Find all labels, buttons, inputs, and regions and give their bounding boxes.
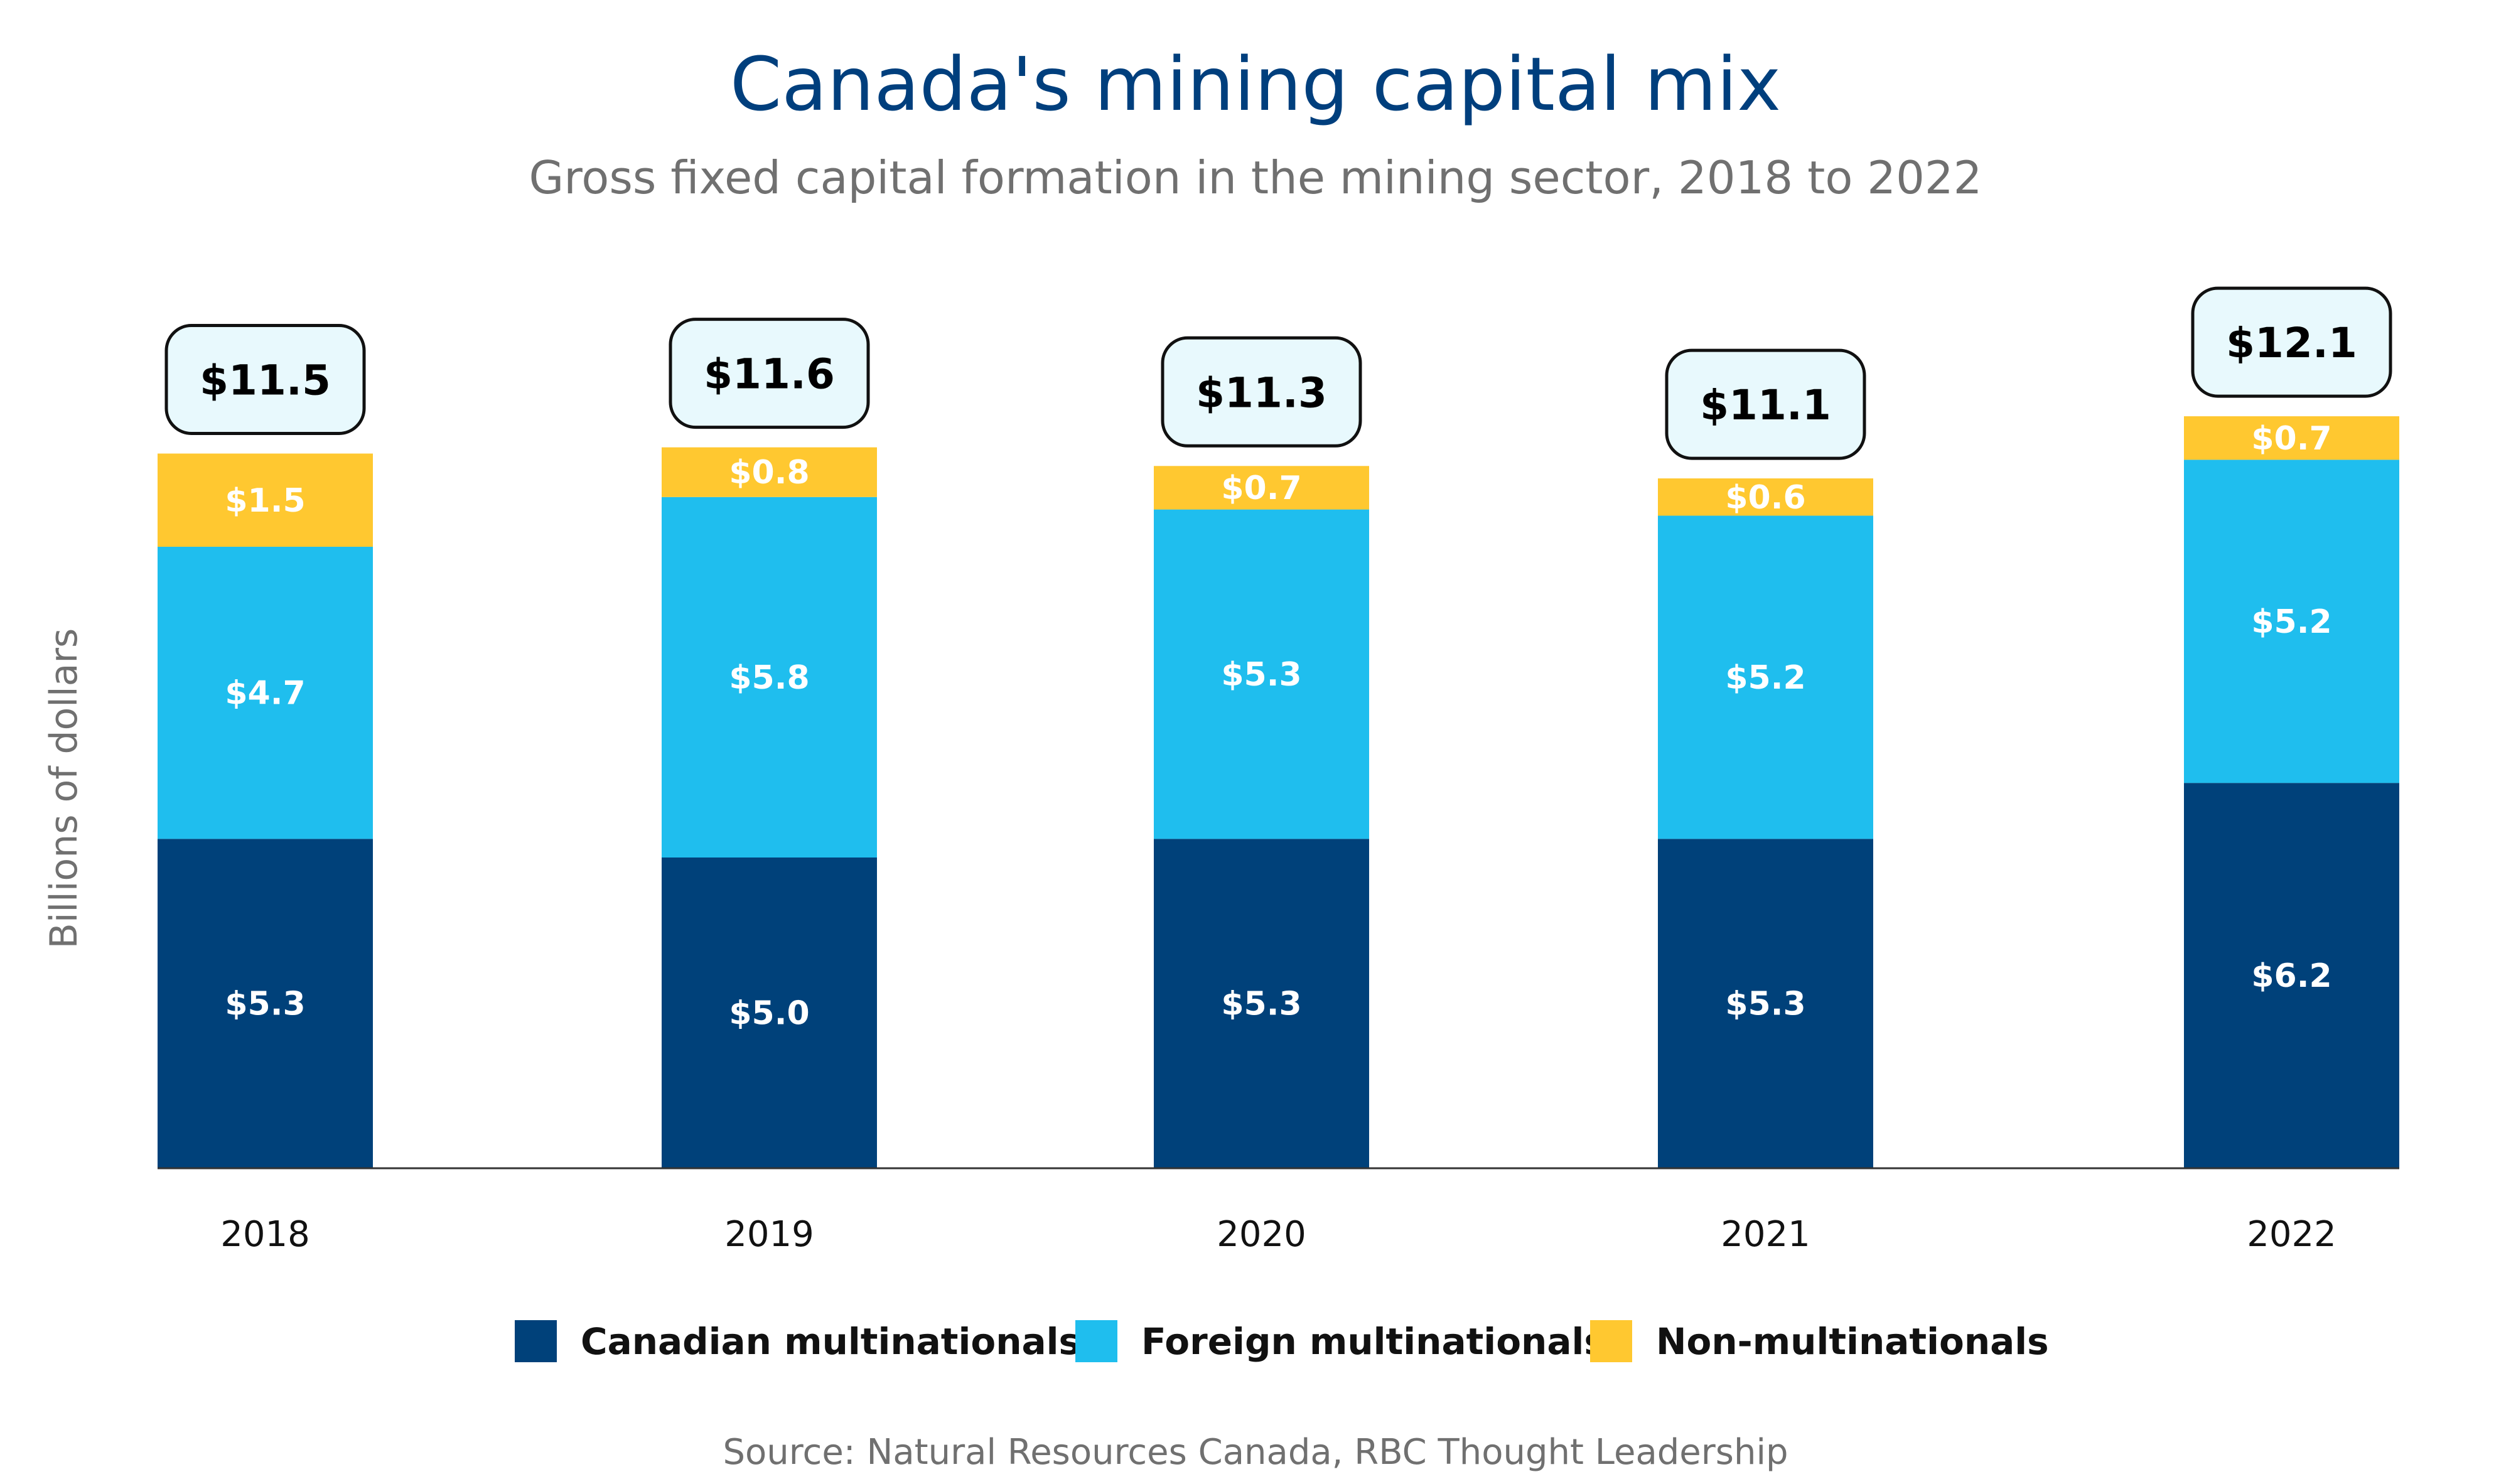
legend: Canadian multinationals Foreign multinati… [515,1320,2049,1363]
segment-label: $5.3 [1221,986,1301,1023]
x-tick-label: 2021 [1721,1214,1810,1255]
bar-segment [2184,416,2399,460]
total-label: $11.1 [1700,381,1831,429]
total-label: $11.3 [1196,368,1327,417]
bar-segment [662,447,877,497]
source-note: Source: Natural Resources Canada, RBC Th… [723,1432,1788,1473]
segment-label: $1.5 [225,482,305,520]
segment-label: $4.7 [225,675,305,712]
segment-label: $5.3 [1221,656,1301,694]
chart-title: Canada's mining capital mix [730,41,1781,127]
total-box [669,318,870,429]
bar-segment [662,858,877,1168]
y-axis-label: Billions of dollars [42,628,86,949]
total-box [2191,286,2392,398]
bar-segment [158,453,373,547]
total-label: $11.5 [200,357,331,405]
bar-segment [1154,466,1369,510]
segment-label: $0.7 [1221,470,1301,507]
bar-segment [158,839,373,1168]
x-tick-label: 2022 [2247,1214,2336,1255]
segment-label: $5.3 [1725,986,1805,1023]
bar-segment [158,547,373,839]
legend-swatch [515,1320,557,1362]
x-tick-label: 2020 [1217,1214,1306,1255]
segment-label: $0.7 [2251,420,2331,458]
bar-segment [1658,515,1873,839]
legend-label: Foreign multinationals [1141,1320,1606,1363]
legend-label: Canadian multinationals [581,1320,1080,1363]
legend-swatch [1075,1320,1117,1362]
bar-segment [662,497,877,858]
segment-label: $5.2 [2251,603,2331,641]
total-label: $11.6 [704,350,835,399]
total-box [164,324,366,435]
bar-segment [2184,460,2399,783]
segment-label: $6.2 [2251,957,2331,995]
segment-label: $5.8 [729,659,809,697]
x-tick-label: 2018 [220,1214,310,1255]
segment-label: $5.2 [1725,659,1805,697]
legend-label: Non-multinationals [1656,1320,2049,1363]
segment-label: $0.8 [729,454,809,492]
total-box [1665,348,1866,460]
bar-segment [2184,783,2399,1168]
bar-segment [1154,839,1369,1168]
segment-label: $5.3 [225,986,305,1023]
bar-segment [1658,478,1873,516]
legend-swatch [1590,1320,1632,1362]
total-label: $12.1 [2226,319,2357,367]
bar-segment [1154,509,1369,839]
x-tick-label: 2019 [724,1214,814,1255]
segment-label: $5.0 [729,995,809,1033]
segment-label: $0.6 [1725,479,1805,517]
bar-segment [1658,839,1873,1168]
chart-subtitle: Gross fixed capital formation in the min… [529,151,1982,204]
total-box [1161,336,1362,448]
